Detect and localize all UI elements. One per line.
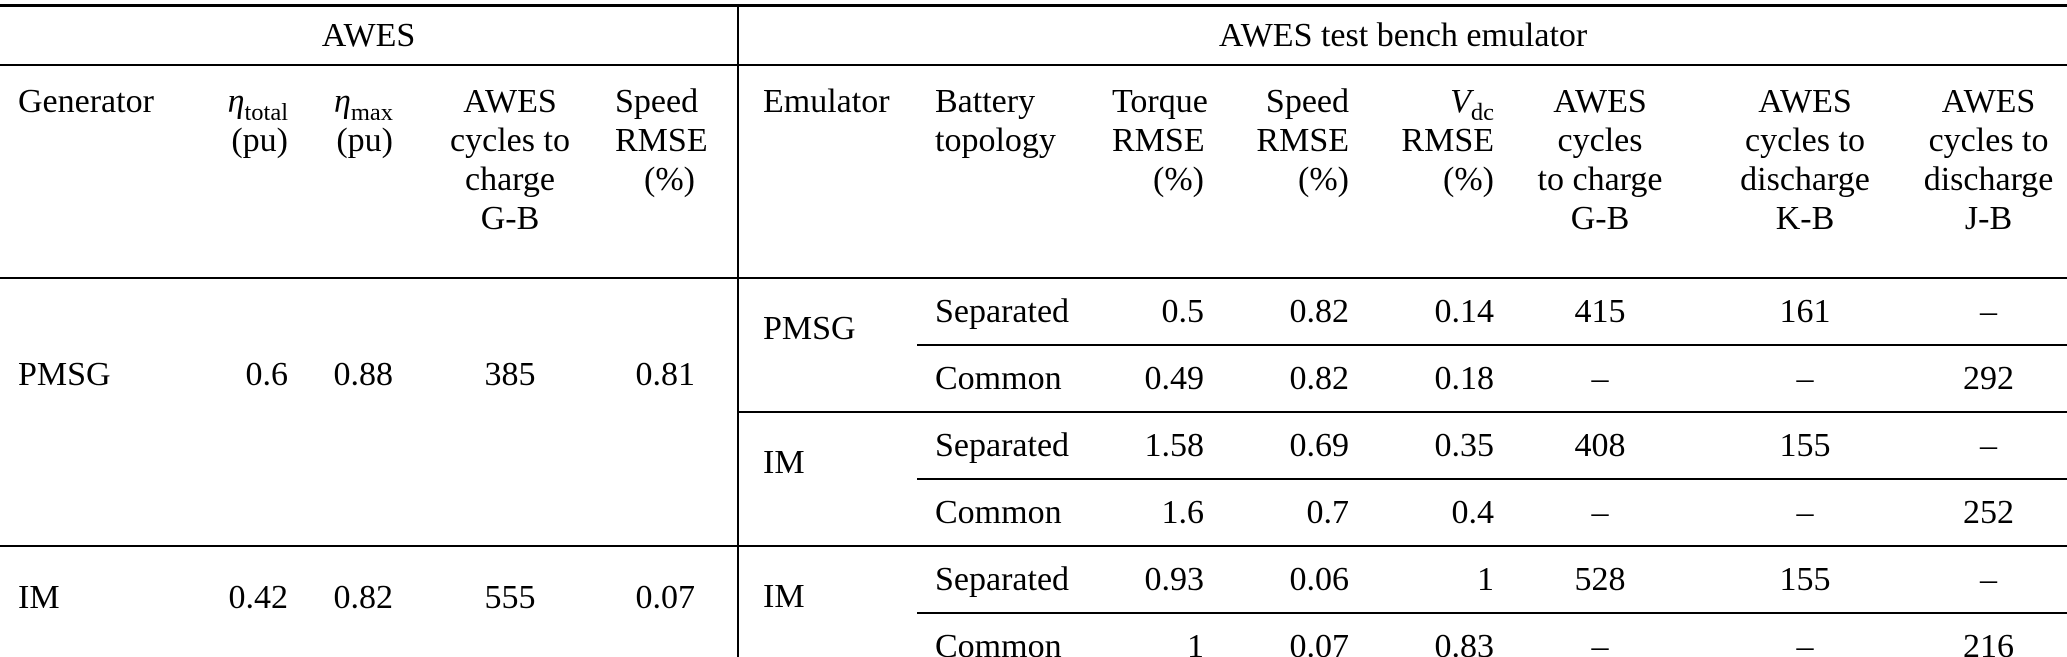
cell-battery-topology: Common <box>935 627 1062 657</box>
cell-speed-rmse: 0.07 <box>1289 627 1350 657</box>
cell-torque-rmse: 0.93 <box>1112 546 1210 614</box>
cell-cycles-gb: 408 <box>1500 412 1700 480</box>
section-title-emulator: AWES test bench emulator <box>736 5 2067 66</box>
eta-total-subscript: total <box>244 98 289 126</box>
cell-speed-rmse: 0.82 <box>1210 278 1355 346</box>
col-header-torque-rmse: Torque RMSE (%) <box>1112 65 1210 279</box>
cell-speed-rmse-left: 0.81 <box>615 278 738 547</box>
cell-cycles-gb: 528 <box>1500 546 1700 614</box>
col-header-eta-total: ηtotal (pu) <box>155 65 300 279</box>
col-header-awes-cycles-charge: AWES cycles to charge G-B <box>405 65 615 279</box>
col-header-speed-rmse: Speed RMSE (%) <box>1210 65 1355 279</box>
col-header-speed-rmse-left: Speed RMSE (%) <box>615 65 738 279</box>
cell-eta-max: 0.82 <box>333 579 394 616</box>
cell-eta-total: 0.6 <box>155 278 300 547</box>
cell-cycles-gb: – <box>1591 627 1609 657</box>
cell-generator: IM <box>18 579 60 616</box>
cell-battery-topology: Separated <box>917 278 1112 346</box>
column-header-row: Generator ηtotal (pu) ηmax (pu) AWES cyc… <box>0 65 2067 279</box>
cell-speed-rmse: 0.06 <box>1210 546 1355 614</box>
cell-battery-topology: Common <box>917 479 1112 547</box>
col-header-cycles-charge-gb: AWES cycles to charge G-B <box>1500 65 1700 279</box>
vdc-subscript: dc <box>1470 98 1494 126</box>
cell-cycles-kb: 155 <box>1700 412 1910 480</box>
cell-vdc-rmse: 0.4 <box>1355 479 1500 547</box>
cell-cycles-charge: 555 <box>484 579 536 616</box>
table-row: PMSG 0.6 0.88 385 0.81 PMSG Separated 0.… <box>0 278 2067 547</box>
cell-cycles-jb: 252 <box>1910 479 2067 547</box>
cell-cycles-kb: 161 <box>1700 278 1910 346</box>
cell-vdc-rmse: 0.35 <box>1355 412 1500 480</box>
table-row: IM 0.42 0.82 555 0.07 IM Separated 0.93 … <box>0 546 2067 657</box>
eta-max-subscript: max <box>350 98 393 126</box>
col-header-vdc-rmse: Vdc RMSE (%) <box>1355 65 1500 279</box>
cell-emulator: PMSG <box>737 278 917 413</box>
cell-cycles-jb: – <box>1910 278 2067 346</box>
cell-torque-rmse: 1 <box>1187 627 1204 657</box>
cell-vdc-rmse: 0.18 <box>1355 345 1500 413</box>
vdc-symbol: V <box>1450 83 1471 120</box>
cell-cycles-jb: 216 <box>1963 627 2015 657</box>
section-title-row: AWES AWES test bench emulator <box>0 5 2067 66</box>
cell-generator: PMSG <box>0 278 155 547</box>
cell-cycles-gb: 415 <box>1500 278 1700 346</box>
table-row: IM Separated 1.58 0.69 0.35 408 155 – <box>0 412 2067 547</box>
cell-cycles-kb: – <box>1700 345 1910 413</box>
eta-total-symbol: η <box>227 83 245 120</box>
col-header-cycles-discharge-kb: AWES cycles to discharge K-B <box>1700 65 1910 279</box>
cell-eta-total: 0.42 <box>228 579 289 616</box>
cell-speed-rmse: 0.82 <box>1210 345 1355 413</box>
cell-eta-max: 0.88 <box>300 278 405 547</box>
cell-cycles-charge: 385 <box>405 278 615 547</box>
table-row: Common 0.49 0.82 0.18 – – 292 <box>0 345 2067 413</box>
cell-battery-topology: Separated <box>917 412 1112 480</box>
cell-battery-topology: Separated <box>917 546 1112 614</box>
cell-cycles-gb: – <box>1500 479 1700 547</box>
section-title-awes: AWES <box>0 5 738 66</box>
cell-emulator: IM <box>737 546 917 657</box>
col-header-battery-topology: Battery topology <box>917 65 1112 279</box>
table-row: Common 1.6 0.7 0.4 – – 252 <box>0 479 2067 547</box>
cell-vdc-rmse: 0.83 <box>1434 627 1495 657</box>
cell-cycles-kb: 155 <box>1700 546 1910 614</box>
cell-torque-rmse: 1.6 <box>1112 479 1210 547</box>
cell-cycles-jb: – <box>1910 546 2067 614</box>
cell-torque-rmse: 0.49 <box>1112 345 1210 413</box>
cell-vdc-rmse: 0.14 <box>1355 278 1500 346</box>
cell-cycles-jb: – <box>1910 412 2067 480</box>
cell-torque-rmse: 1.58 <box>1112 412 1210 480</box>
cell-battery-topology: Common <box>917 345 1112 413</box>
cell-torque-rmse: 0.5 <box>1112 278 1210 346</box>
table-row: Common 1 0.07 0.83 – – 216 <box>0 613 2067 657</box>
eta-max-unit: (pu) <box>336 122 393 160</box>
cell-speed-rmse-left: 0.07 <box>635 579 696 616</box>
cell-cycles-kb: – <box>1700 479 1910 547</box>
vdc-unit: RMSE (%) <box>1401 122 1494 199</box>
col-header-emulator: Emulator <box>737 65 917 279</box>
results-table: AWES AWES test bench emulator Generator … <box>0 4 2067 657</box>
cell-cycles-gb: – <box>1500 345 1700 413</box>
cell-vdc-rmse: 1 <box>1355 546 1500 614</box>
cell-cycles-jb: 292 <box>1910 345 2067 413</box>
eta-total-unit: (pu) <box>231 122 288 160</box>
cell-emulator: IM <box>737 412 917 547</box>
col-header-eta-max: ηmax (pu) <box>300 65 405 279</box>
cell-speed-rmse: 0.7 <box>1210 479 1355 547</box>
col-header-cycles-discharge-jb: AWES cycles to discharge J-B <box>1910 65 2067 279</box>
cell-cycles-kb: – <box>1796 627 1814 657</box>
cell-speed-rmse: 0.69 <box>1210 412 1355 480</box>
col-header-generator: Generator <box>0 65 155 279</box>
eta-max-symbol: η <box>333 83 351 120</box>
